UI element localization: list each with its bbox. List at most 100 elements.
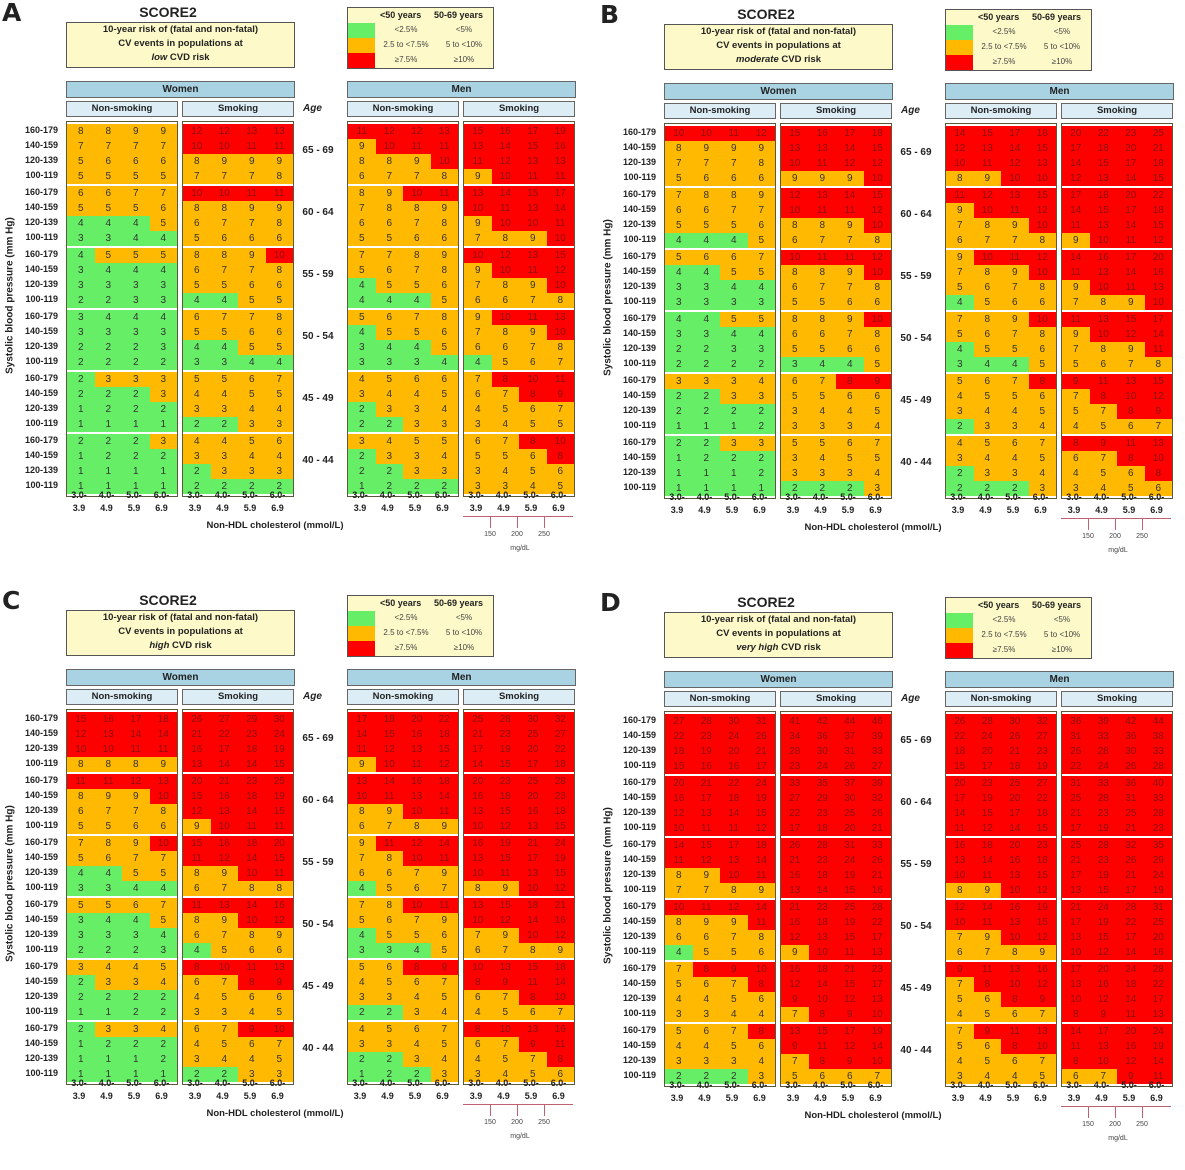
risk-cell: 13 bbox=[519, 154, 547, 169]
risk-cell: 4 bbox=[430, 402, 458, 417]
risk-cell: 14 bbox=[863, 1039, 891, 1054]
risk-cell: 11 bbox=[1062, 265, 1090, 280]
risk-cell: 10 bbox=[973, 250, 1001, 265]
tick-line1: 5.0- bbox=[523, 1078, 539, 1088]
risk-cell: 7 bbox=[946, 930, 974, 945]
mgdl-axis-line bbox=[463, 516, 573, 517]
risk-cell: 2 bbox=[375, 1067, 403, 1082]
age-block-separator bbox=[183, 308, 293, 310]
risk-cell: 4 bbox=[94, 960, 122, 975]
tick-line2: 5.9 bbox=[841, 1093, 855, 1103]
risk-cell: 4 bbox=[692, 312, 720, 327]
description-risk-line: low CVD risk bbox=[67, 51, 294, 65]
risk-cell: 10 bbox=[519, 881, 547, 896]
tick-line1: 4.0- bbox=[696, 492, 713, 502]
risk-cell: 17 bbox=[122, 712, 150, 727]
risk-cell: 18 bbox=[375, 712, 403, 727]
risk-cell: 5 bbox=[149, 216, 177, 231]
bp-category-label: 120-139 bbox=[24, 155, 58, 165]
risk-cell: 6 bbox=[183, 975, 211, 990]
panel-letter: C bbox=[2, 586, 21, 615]
risk-cell: 6 bbox=[519, 402, 547, 417]
mgdl-tick-label: 200 bbox=[1109, 533, 1121, 540]
risk-cell: 5 bbox=[1028, 404, 1056, 419]
risk-cell: 26 bbox=[1117, 853, 1145, 868]
risk-cell: 6 bbox=[747, 171, 775, 186]
risk-cell: 8 bbox=[1001, 1039, 1029, 1054]
risk-cell: 18 bbox=[808, 962, 836, 977]
risk-cell: 4 bbox=[149, 231, 177, 246]
bp-category-label: 120-139 bbox=[622, 869, 656, 879]
risk-cell: 8 bbox=[519, 990, 547, 1005]
risk-cell: 6 bbox=[464, 990, 492, 1005]
risk-cell: 15 bbox=[1089, 883, 1117, 898]
mgdl-unit-label: mg/dL bbox=[1108, 1135, 1128, 1142]
risk-cell: 5 bbox=[1028, 1069, 1056, 1084]
bp-category-label: 140-159 bbox=[622, 452, 656, 462]
risk-cell: 30 bbox=[836, 791, 864, 806]
risk-cell: 7 bbox=[210, 216, 238, 231]
bp-category-label: 160-179 bbox=[622, 251, 656, 261]
risk-cell: 9 bbox=[1117, 1069, 1145, 1084]
risk-cell: 5 bbox=[210, 325, 238, 340]
risk-cell: 5 bbox=[808, 436, 836, 451]
legend-50to69-text: 5 to <10% bbox=[1043, 42, 1081, 51]
risk-cell: 6 bbox=[183, 881, 211, 896]
risk-cell: 2 bbox=[122, 943, 150, 958]
risk-cell: 9 bbox=[781, 945, 809, 960]
risk-cell: 8 bbox=[403, 201, 431, 216]
risk-cell: 4 bbox=[375, 293, 403, 308]
cholesterol-tick-label: 3.0- 3.9 bbox=[780, 491, 806, 517]
age-block-separator bbox=[348, 834, 458, 836]
risk-cell: 28 bbox=[1089, 838, 1117, 853]
risk-cell: 4 bbox=[720, 1007, 748, 1022]
legend-50to69-text: 5 to <10% bbox=[445, 628, 483, 637]
risk-cell: 14 bbox=[1062, 203, 1090, 218]
non-smoking-header: Non-smoking bbox=[945, 691, 1057, 707]
risk-cell: 3 bbox=[464, 417, 492, 432]
tick-line2: 6.9 bbox=[1034, 505, 1047, 515]
legend-50to69-text: <5% bbox=[1053, 27, 1071, 36]
age-group-label: 45 - 49 bbox=[302, 981, 334, 992]
risk-grid-women-nonsmoking: 27 28 30 31 22 23 24 26 18 19 20 21 15 16 16 17 20 21 22 24… bbox=[664, 711, 776, 1087]
risk-cell: 17 bbox=[348, 712, 376, 727]
risk-cell: 3 bbox=[67, 960, 95, 975]
risk-cell: 21 bbox=[1062, 900, 1090, 915]
risk-cell: 26 bbox=[1001, 729, 1029, 744]
legend-under50-text: ≥7.5% bbox=[394, 643, 418, 652]
risk-cell: 8 bbox=[1144, 357, 1172, 372]
risk-cell: 24 bbox=[546, 836, 574, 851]
cholesterol-tick-label: 5.0- 5.9 bbox=[719, 1079, 745, 1105]
cholesterol-tick-label: 5.0- 5.9 bbox=[518, 489, 544, 515]
risk-cell: 2 bbox=[720, 451, 748, 466]
risk-cell: 2 bbox=[67, 434, 95, 449]
age-block-separator bbox=[348, 896, 458, 898]
mgdl-tick bbox=[517, 1105, 518, 1116]
risk-cell: 16 bbox=[781, 962, 809, 977]
risk-cell: 3 bbox=[265, 464, 293, 479]
risk-cell: 20 bbox=[1144, 930, 1172, 945]
risk-cell: 16 bbox=[403, 727, 431, 742]
risk-cell: 7 bbox=[265, 372, 293, 387]
risk-cell: 15 bbox=[1028, 915, 1056, 930]
risk-cell: 12 bbox=[747, 821, 775, 836]
bp-category-label: 100-119 bbox=[25, 480, 58, 490]
age-block-separator bbox=[781, 372, 891, 374]
bp-category-label: 100-119 bbox=[25, 1006, 58, 1016]
risk-cell: 5 bbox=[210, 1037, 238, 1052]
risk-cell: 26 bbox=[1117, 759, 1145, 774]
bp-category-label: 120-139 bbox=[622, 219, 656, 229]
risk-cell: 7 bbox=[836, 233, 864, 248]
risk-cell: 9 bbox=[348, 836, 376, 851]
risk-cell: 10 bbox=[1144, 451, 1172, 466]
risk-cell: 7 bbox=[149, 898, 177, 913]
risk-cell: 6 bbox=[348, 819, 376, 834]
bp-category-label: 100-119 bbox=[623, 1008, 656, 1018]
age-header: Age bbox=[901, 105, 920, 116]
risk-cell: 3 bbox=[348, 990, 376, 1005]
risk-cell: 17 bbox=[836, 126, 864, 141]
tick-line1: 3.0- bbox=[669, 492, 685, 502]
risk-cell: 1 bbox=[692, 481, 720, 496]
risk-cell: 4 bbox=[747, 1007, 775, 1022]
risk-cell: 9 bbox=[210, 154, 238, 169]
